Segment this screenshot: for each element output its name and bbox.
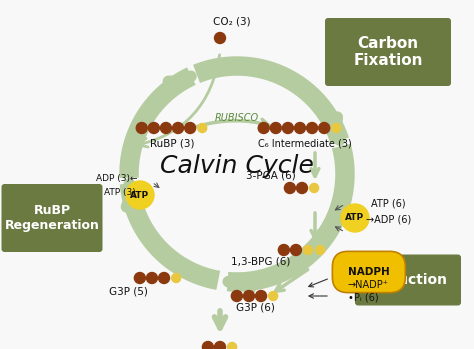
- Circle shape: [161, 122, 172, 134]
- Circle shape: [283, 122, 293, 134]
- Text: →NADP⁺: →NADP⁺: [348, 280, 389, 290]
- Text: Calvin Cycle: Calvin Cycle: [160, 154, 314, 178]
- Circle shape: [278, 245, 289, 255]
- Text: NADPH: NADPH: [348, 267, 390, 277]
- Circle shape: [258, 122, 269, 134]
- Text: 3-PGA (6): 3-PGA (6): [246, 170, 296, 180]
- Circle shape: [255, 290, 266, 302]
- Text: CO₂ (3): CO₂ (3): [213, 17, 251, 27]
- Circle shape: [297, 183, 308, 193]
- Circle shape: [146, 273, 157, 283]
- Circle shape: [215, 342, 226, 349]
- Circle shape: [332, 124, 341, 133]
- Circle shape: [341, 204, 369, 232]
- Circle shape: [319, 122, 330, 134]
- Text: Reduction: Reduction: [368, 273, 447, 287]
- Text: ATP (6): ATP (6): [371, 199, 406, 209]
- Text: ADP (3)←: ADP (3)←: [97, 173, 138, 183]
- Circle shape: [202, 342, 213, 349]
- FancyBboxPatch shape: [355, 254, 461, 305]
- Text: RUBISCO: RUBISCO: [215, 113, 259, 123]
- Circle shape: [172, 274, 181, 282]
- Circle shape: [284, 183, 295, 193]
- Text: G3P (5): G3P (5): [109, 287, 148, 297]
- Text: ATP: ATP: [346, 214, 365, 223]
- FancyBboxPatch shape: [1, 184, 102, 252]
- Circle shape: [136, 122, 147, 134]
- Circle shape: [126, 181, 154, 209]
- Circle shape: [228, 342, 237, 349]
- Circle shape: [185, 122, 196, 134]
- Circle shape: [294, 122, 306, 134]
- Text: ATP: ATP: [130, 191, 150, 200]
- Text: G3P (6): G3P (6): [236, 303, 274, 313]
- Text: ATP (3): ATP (3): [104, 188, 136, 198]
- Circle shape: [231, 290, 242, 302]
- Circle shape: [269, 291, 278, 300]
- Text: •Pᵢ (6): •Pᵢ (6): [348, 292, 379, 302]
- Circle shape: [198, 124, 207, 133]
- Text: →ADP (6): →ADP (6): [366, 215, 411, 225]
- Text: RuBP (3): RuBP (3): [150, 139, 194, 149]
- FancyArrowPatch shape: [138, 55, 219, 147]
- Circle shape: [148, 122, 159, 134]
- Circle shape: [310, 184, 319, 193]
- FancyBboxPatch shape: [325, 18, 451, 86]
- Circle shape: [303, 245, 312, 254]
- Text: 1,3-BPG (6): 1,3-BPG (6): [231, 257, 290, 267]
- Circle shape: [291, 245, 301, 255]
- Circle shape: [158, 273, 170, 283]
- Circle shape: [244, 290, 255, 302]
- Circle shape: [173, 122, 183, 134]
- FancyArrowPatch shape: [198, 119, 269, 127]
- Text: RuBP
Regeneration: RuBP Regeneration: [5, 204, 100, 232]
- Circle shape: [307, 122, 318, 134]
- Circle shape: [215, 32, 226, 44]
- Text: Carbon
Fixation: Carbon Fixation: [353, 36, 423, 68]
- Text: C₆ Intermediate (3): C₆ Intermediate (3): [258, 139, 352, 149]
- Circle shape: [270, 122, 281, 134]
- Circle shape: [316, 245, 325, 254]
- Circle shape: [134, 273, 146, 283]
